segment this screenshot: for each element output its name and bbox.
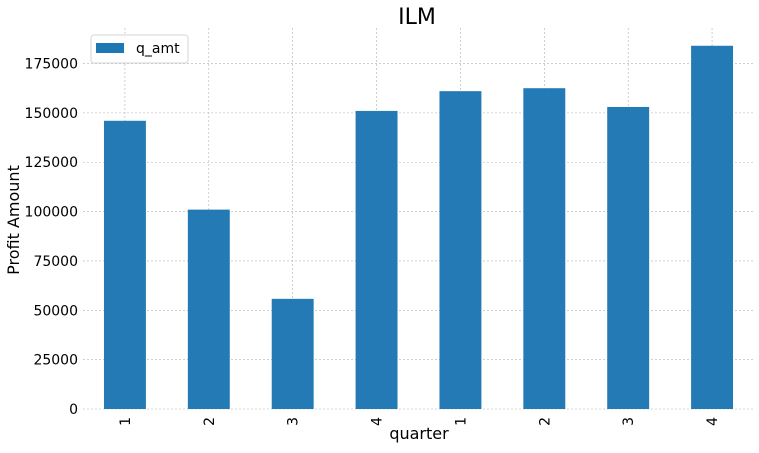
bar-q_amt xyxy=(607,106,650,409)
x-tick-label: 2 xyxy=(202,417,218,426)
legend: q_amt xyxy=(90,34,189,64)
legend-label: q_amt xyxy=(136,41,180,57)
y-tick-labels: 0 25000 50000 75000 100000 125000 150000 175000 xyxy=(25,57,78,418)
legend-box xyxy=(90,34,189,64)
bar-q_amt xyxy=(523,88,566,410)
bars-layer xyxy=(103,45,734,410)
bar-q_amt xyxy=(103,120,146,410)
bar-q_amt xyxy=(439,91,482,409)
x-tick-label: 3 xyxy=(621,417,637,426)
x-axis-label: quarter xyxy=(389,424,449,443)
x-tick-labels: 1 2 3 4 1 2 3 4 xyxy=(118,417,721,426)
x-tick-label: 4 xyxy=(370,417,386,426)
y-tick-label: 150000 xyxy=(25,106,78,122)
x-tick-label: 3 xyxy=(286,417,302,426)
x-tick-label: 1 xyxy=(118,417,134,426)
legend-swatch xyxy=(96,43,124,53)
y-tick-label: 175000 xyxy=(25,57,78,73)
x-tick-label: 2 xyxy=(537,417,553,426)
grid-layer xyxy=(83,28,754,410)
chart-title: ILM xyxy=(398,5,436,30)
x-tick-label: 4 xyxy=(705,417,721,426)
y-tick-label: 125000 xyxy=(25,155,78,171)
bar-q_amt xyxy=(691,45,734,409)
y-tick-label: 75000 xyxy=(33,254,78,270)
y-axis-label: Profit Amount xyxy=(4,165,23,275)
y-tick-label: 0 xyxy=(69,402,78,418)
x-tick-label: 1 xyxy=(453,417,469,426)
bar-q_amt xyxy=(355,110,398,409)
bar-q_amt xyxy=(187,209,230,409)
y-tick-label: 25000 xyxy=(33,353,78,369)
y-tick-label: 100000 xyxy=(25,205,78,221)
y-tick-label: 50000 xyxy=(33,303,78,319)
bar-q_amt xyxy=(271,298,314,409)
